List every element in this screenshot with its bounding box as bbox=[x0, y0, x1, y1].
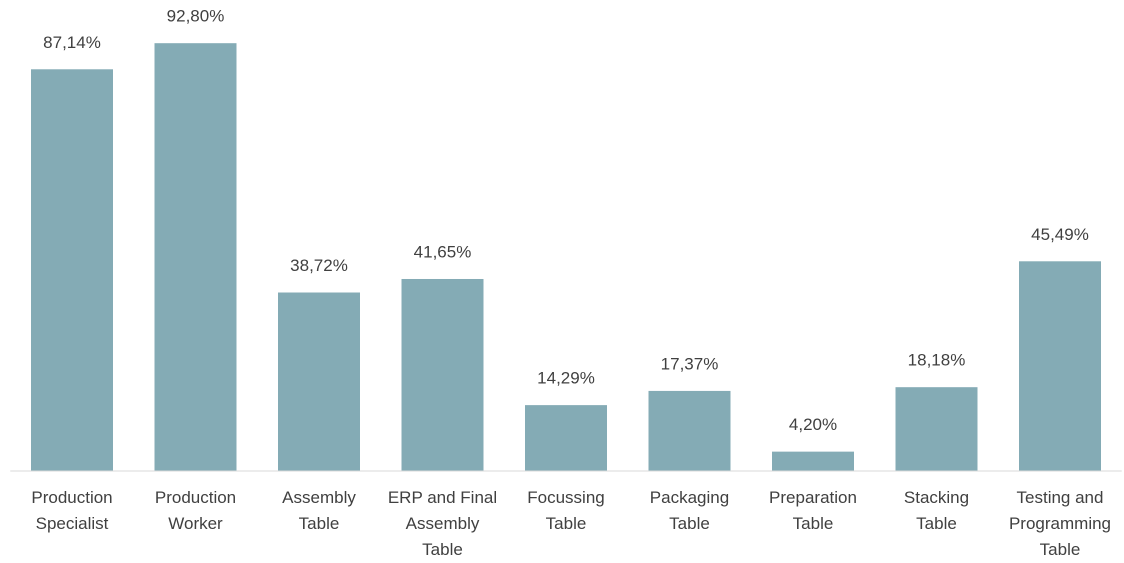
bar bbox=[895, 387, 978, 471]
bar bbox=[154, 43, 237, 471]
bar bbox=[31, 69, 113, 471]
data-label: 38,72% bbox=[290, 256, 348, 275]
bar bbox=[278, 292, 360, 471]
bar bbox=[648, 390, 731, 471]
data-label: 92,80% bbox=[167, 7, 225, 26]
x-tick-label: Assembly Table bbox=[282, 488, 356, 533]
data-label: 14,29% bbox=[537, 369, 595, 388]
data-label: 17,37% bbox=[661, 354, 719, 373]
data-label: 4,20% bbox=[789, 415, 837, 434]
x-tick-label: Testing and Programming Table bbox=[1009, 488, 1111, 559]
x-tick-label: Production Specialist bbox=[31, 488, 112, 533]
x-tick-label: Stacking Table bbox=[904, 488, 969, 533]
bar bbox=[401, 278, 484, 471]
bar bbox=[525, 405, 607, 471]
data-label: 41,65% bbox=[414, 242, 472, 261]
x-tick-label: Production Worker bbox=[155, 488, 236, 533]
data-label: 18,18% bbox=[908, 351, 966, 370]
bar bbox=[1019, 261, 1101, 471]
data-label: 87,14% bbox=[43, 33, 101, 52]
data-label: 45,49% bbox=[1031, 225, 1089, 244]
x-tick-label: Preparation Table bbox=[769, 488, 857, 533]
x-tick-label: ERP and Final Assembly Table bbox=[388, 488, 497, 559]
bar bbox=[772, 451, 854, 471]
x-tick-label: Focussing Table bbox=[527, 488, 604, 533]
x-tick-label: Packaging Table bbox=[650, 488, 729, 533]
